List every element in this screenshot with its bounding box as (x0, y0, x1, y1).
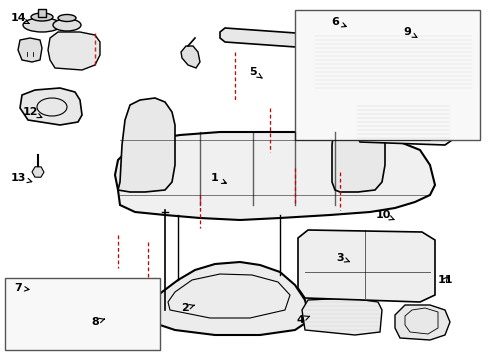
Polygon shape (302, 298, 382, 335)
Text: 10: 10 (375, 210, 394, 220)
Ellipse shape (58, 14, 76, 22)
Text: 2: 2 (181, 303, 195, 313)
Polygon shape (181, 46, 200, 68)
Polygon shape (395, 305, 450, 340)
Polygon shape (145, 262, 310, 335)
Text: 3: 3 (336, 253, 349, 263)
Text: 5: 5 (249, 67, 262, 78)
Bar (38, 9, 46, 17)
Ellipse shape (31, 13, 53, 21)
Polygon shape (298, 230, 435, 302)
Bar (5, 278, 160, 350)
Text: 4: 4 (296, 315, 310, 325)
Text: 14: 14 (10, 13, 29, 23)
Text: 9: 9 (403, 27, 417, 37)
Text: 8: 8 (91, 317, 104, 327)
Ellipse shape (23, 18, 61, 32)
Text: 7: 7 (14, 283, 29, 293)
Polygon shape (48, 32, 100, 70)
Text: 6: 6 (331, 17, 346, 27)
Text: 1: 1 (211, 173, 226, 184)
Polygon shape (355, 102, 455, 145)
Bar (295, 10, 480, 140)
Text: 13: 13 (10, 173, 32, 183)
Polygon shape (332, 98, 385, 192)
Polygon shape (20, 88, 82, 125)
Polygon shape (325, 70, 370, 105)
Text: 11: 11 (437, 275, 453, 285)
Ellipse shape (53, 19, 81, 31)
Polygon shape (115, 132, 435, 220)
Polygon shape (312, 30, 478, 98)
Polygon shape (118, 98, 175, 192)
Text: 12: 12 (22, 107, 42, 118)
Polygon shape (220, 28, 314, 48)
Polygon shape (18, 38, 42, 62)
